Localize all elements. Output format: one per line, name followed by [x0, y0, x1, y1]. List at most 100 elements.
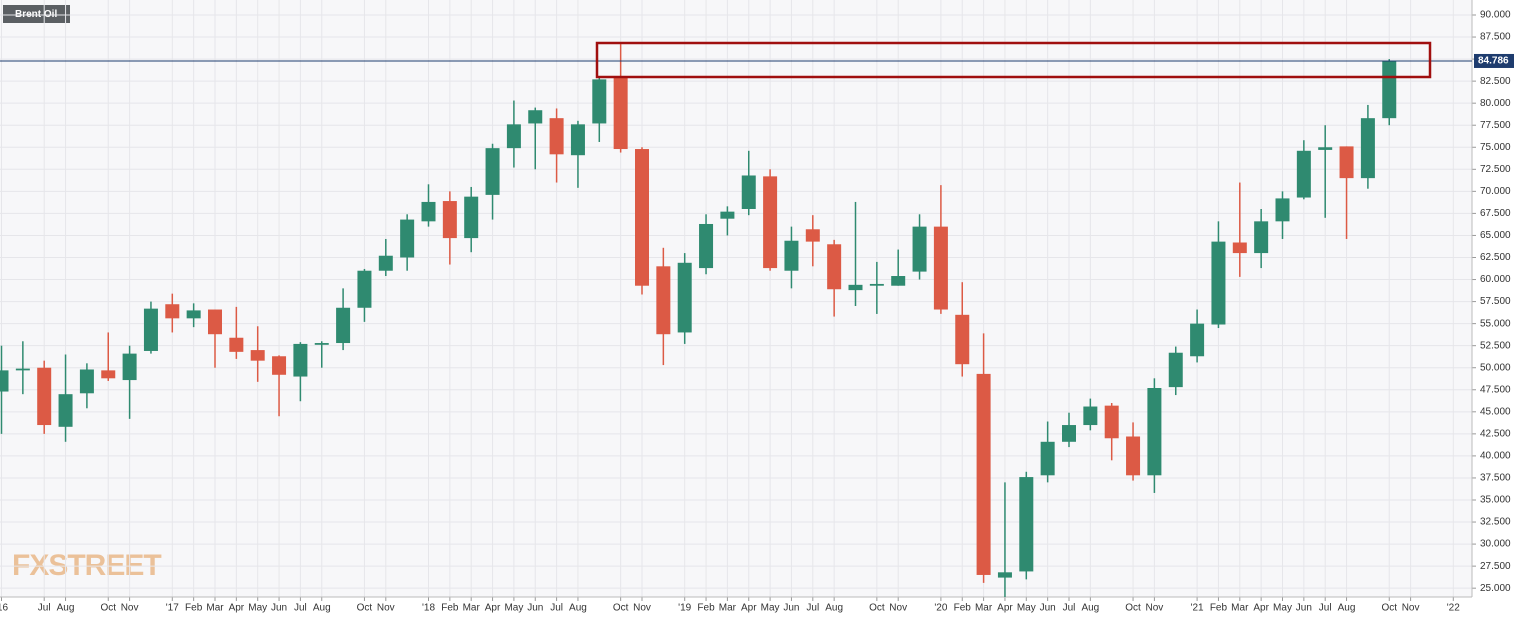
- y-tick-label: 82.500: [1480, 76, 1511, 87]
- candle-body: [1232, 242, 1247, 254]
- candle-body: [720, 211, 735, 219]
- x-tick-label: '18: [422, 603, 435, 614]
- y-tick-label: 25.000: [1480, 583, 1511, 594]
- candle-body: [165, 304, 180, 319]
- candle-body: [528, 110, 543, 124]
- x-tick-label: Apr: [229, 603, 245, 614]
- candle-body: [1254, 221, 1269, 254]
- x-tick-label: Jul: [550, 603, 563, 614]
- x-tick-label: Oct: [357, 603, 373, 614]
- x-tick-label: '19: [678, 603, 691, 614]
- y-tick-label: 30.000: [1480, 539, 1511, 550]
- y-tick-label: 52.500: [1480, 340, 1511, 351]
- candle-body: [741, 175, 756, 209]
- y-tick-label: 62.500: [1480, 252, 1511, 263]
- resistance-zone: [595, 41, 1432, 79]
- candle-body: [1040, 441, 1055, 476]
- x-tick-label: Aug: [57, 603, 75, 614]
- candle-body: [1211, 241, 1226, 325]
- candle-body: [869, 283, 884, 286]
- candle-body: [122, 353, 137, 381]
- candle-body: [805, 229, 820, 242]
- x-tick-label: Oct: [1381, 603, 1397, 614]
- x-tick-label: Oct: [869, 603, 885, 614]
- y-tick-label: 35.000: [1480, 495, 1511, 506]
- plot-background: [0, 0, 1472, 597]
- candle-body: [1296, 150, 1311, 198]
- y-tick-label: 57.500: [1480, 296, 1511, 307]
- y-tick-label: 60.000: [1480, 274, 1511, 285]
- candle-body: [570, 124, 585, 156]
- candle-body: [1190, 323, 1205, 357]
- title-badge: [3, 5, 70, 23]
- x-tick-label: Mar: [975, 603, 993, 614]
- y-tick-label: 80.000: [1480, 98, 1511, 109]
- candle-body: [1104, 405, 1119, 439]
- candle-body: [976, 373, 991, 575]
- x-tick-label: May: [1273, 603, 1292, 614]
- candle-body: [1360, 118, 1375, 179]
- x-tick-label: Jun: [783, 603, 799, 614]
- candle-body: [143, 308, 158, 351]
- candle-body: [0, 370, 9, 392]
- candle-body: [1339, 146, 1354, 179]
- y-tick-label: 40.000: [1480, 451, 1511, 462]
- candle-body: [314, 343, 329, 345]
- y-tick-label: 65.000: [1480, 230, 1511, 241]
- x-tick-label: Nov: [121, 603, 139, 614]
- x-tick-label: Jul: [294, 603, 307, 614]
- candle-body: [250, 350, 265, 361]
- candle-body: [912, 226, 927, 272]
- candle-body: [378, 255, 393, 271]
- x-tick-label: '16: [0, 603, 8, 614]
- candle-body: [613, 77, 628, 150]
- x-tick-label: Nov: [1146, 603, 1164, 614]
- candle-body: [891, 276, 906, 286]
- x-tick-label: Mar: [463, 603, 481, 614]
- x-tick-label: Jul: [38, 603, 51, 614]
- x-tick-label: Mar: [1231, 603, 1249, 614]
- x-tick-label: Feb: [1210, 603, 1228, 614]
- x-tick-label: Mar: [719, 603, 737, 614]
- y-tick-label: 55.000: [1480, 318, 1511, 329]
- last-price-badge: [1474, 53, 1514, 68]
- x-tick-label: Jun: [527, 603, 543, 614]
- y-tick-label: 27.500: [1480, 561, 1511, 572]
- candle-body: [421, 201, 436, 222]
- x-tick-label: Nov: [377, 603, 395, 614]
- candle-body: [1318, 147, 1333, 150]
- candle-body: [272, 356, 287, 375]
- x-tick-label: Mar: [206, 603, 224, 614]
- x-tick-label: May: [504, 603, 523, 614]
- y-tick-label: 37.500: [1480, 473, 1511, 484]
- y-tick-label: 42.500: [1480, 429, 1511, 440]
- x-tick-label: Apr: [741, 603, 757, 614]
- y-tick-label: 90.000: [1480, 10, 1511, 21]
- candle-body: [848, 284, 863, 291]
- x-tick-label: May: [1017, 603, 1036, 614]
- candle-body: [442, 201, 457, 239]
- y-tick-label: 45.000: [1480, 406, 1511, 417]
- last-price-label: 84.786: [1478, 56, 1509, 67]
- candle-body: [997, 572, 1012, 578]
- x-tick-label: Aug: [313, 603, 331, 614]
- candle-body: [400, 219, 415, 258]
- candle-body: [784, 240, 799, 271]
- candle-body: [635, 149, 649, 286]
- x-tick-label: Apr: [1253, 603, 1269, 614]
- y-tick-label: 72.500: [1480, 164, 1511, 175]
- candle-body: [229, 337, 244, 352]
- candle-body: [763, 176, 778, 269]
- x-tick-label: Nov: [889, 603, 907, 614]
- candle-body: [506, 124, 521, 149]
- x-tick-label: Jul: [1063, 603, 1076, 614]
- x-tick-label: Oct: [1125, 603, 1141, 614]
- candle-body: [827, 244, 842, 290]
- x-tick-label: Feb: [185, 603, 203, 614]
- candle-body: [1126, 436, 1141, 476]
- candle-body: [656, 266, 671, 335]
- candle-body: [58, 394, 73, 427]
- x-tick-label: Oct: [100, 603, 116, 614]
- x-tick-label: Jun: [1040, 603, 1056, 614]
